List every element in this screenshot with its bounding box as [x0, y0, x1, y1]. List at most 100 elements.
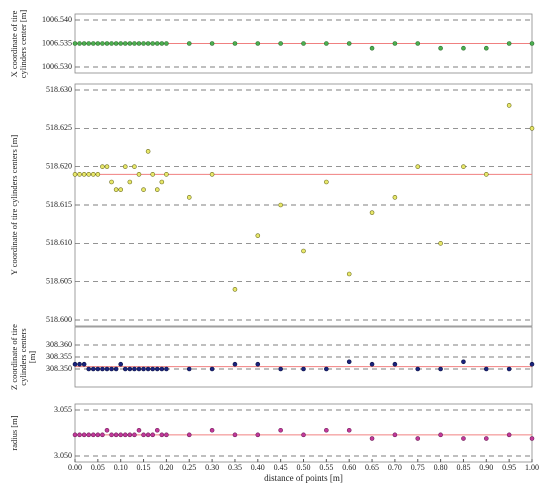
- x-tick-label: 0.30: [205, 463, 219, 472]
- data-point: [141, 41, 146, 46]
- y-axis-label: Y coordinate of tire cylinders centers […: [9, 134, 19, 276]
- x-tick-label: 0.60: [342, 463, 356, 472]
- data-point: [255, 233, 261, 238]
- data-point: [95, 41, 101, 46]
- x-tick-label: 0.15: [137, 463, 151, 472]
- data-point: [127, 179, 133, 185]
- data-point: [232, 432, 238, 438]
- data-point: [136, 427, 142, 433]
- data-point: [154, 41, 160, 46]
- data-point: [278, 427, 283, 433]
- y-tick-label: 1006.540: [42, 15, 72, 24]
- y-tick-label: 308.355: [46, 352, 72, 361]
- data-point: [209, 172, 215, 177]
- data-point: [209, 366, 215, 372]
- x-tick-label: 0.90: [479, 463, 493, 472]
- data-point: [164, 41, 169, 46]
- data-point: [141, 432, 146, 438]
- data-point: [301, 432, 306, 438]
- data-point: [438, 241, 443, 246]
- data-point: [72, 361, 78, 367]
- data-point: [438, 366, 443, 372]
- data-point: [278, 41, 283, 46]
- data-point: [483, 172, 489, 177]
- y-tick-label: 518.600: [46, 315, 72, 324]
- data-point: [415, 436, 421, 441]
- x-tick-label: 0.85: [456, 463, 470, 472]
- data-point: [122, 432, 128, 438]
- data-point: [77, 361, 82, 367]
- y-tick-label: 518.620: [46, 161, 72, 170]
- data-point: [141, 366, 146, 372]
- data-point: [100, 41, 105, 46]
- data-point: [86, 41, 92, 46]
- data-point: [483, 436, 489, 441]
- data-point: [164, 366, 169, 372]
- data-point: [159, 41, 165, 46]
- y-tick-label: 518.625: [46, 123, 72, 132]
- x-tick-label: 0.25: [182, 463, 196, 472]
- data-point: [77, 41, 82, 46]
- y-tick-label: 518.630: [46, 85, 72, 94]
- data-point: [127, 41, 133, 46]
- x-tick-label: 0.70: [388, 463, 402, 472]
- data-point: [118, 187, 123, 192]
- data-point: [186, 432, 192, 438]
- data-point: [324, 366, 329, 372]
- y-axis-label: radius [m]: [9, 415, 19, 451]
- data-point: [301, 41, 306, 46]
- data-point: [136, 41, 142, 46]
- data-point: [90, 172, 96, 177]
- data-point: [104, 366, 110, 372]
- data-point: [529, 361, 535, 367]
- x-tick-label: 0.40: [251, 463, 265, 472]
- data-point: [506, 366, 512, 372]
- data-point: [109, 179, 114, 185]
- data-point: [461, 164, 466, 169]
- data-point: [145, 149, 151, 154]
- data-point: [100, 432, 105, 438]
- data-point: [159, 366, 165, 372]
- data-point: [164, 172, 169, 177]
- data-point: [86, 366, 92, 372]
- data-point: [346, 427, 352, 433]
- data-point: [438, 45, 443, 51]
- x-tick-label: 0.45: [274, 463, 288, 472]
- data-point: [154, 187, 160, 192]
- data-point: [150, 366, 155, 372]
- data-point: [145, 366, 151, 372]
- data-point: [255, 41, 261, 46]
- data-point: [81, 172, 87, 177]
- y-tick-label: 518.615: [46, 200, 72, 209]
- data-point: [415, 164, 421, 169]
- data-point: [118, 361, 123, 367]
- x-tick-label: 0.00: [68, 463, 82, 472]
- data-point: [438, 432, 443, 438]
- data-point: [415, 366, 421, 372]
- data-point: [154, 427, 160, 433]
- data-point: [113, 366, 119, 372]
- data-point: [136, 172, 142, 177]
- data-point: [506, 432, 512, 438]
- data-point: [104, 164, 110, 169]
- data-point: [81, 41, 87, 46]
- y-tick-label: 518.610: [46, 238, 72, 247]
- data-point: [209, 427, 215, 433]
- data-point: [132, 41, 137, 46]
- data-point: [369, 210, 375, 215]
- data-point: [461, 359, 466, 365]
- data-point: [90, 41, 96, 46]
- data-point: [392, 195, 398, 200]
- data-point: [301, 248, 306, 254]
- data-point: [145, 432, 151, 438]
- data-point: [159, 179, 165, 185]
- y-axis-label: X coordinate of tire cylinders center [m…: [9, 9, 28, 78]
- data-point: [506, 103, 512, 108]
- data-point: [461, 45, 466, 51]
- y-tick-label: 518.605: [46, 276, 72, 285]
- data-point: [113, 432, 119, 438]
- data-point: [278, 202, 283, 208]
- y-tick-label: 1006.535: [42, 38, 72, 47]
- data-point: [150, 41, 155, 46]
